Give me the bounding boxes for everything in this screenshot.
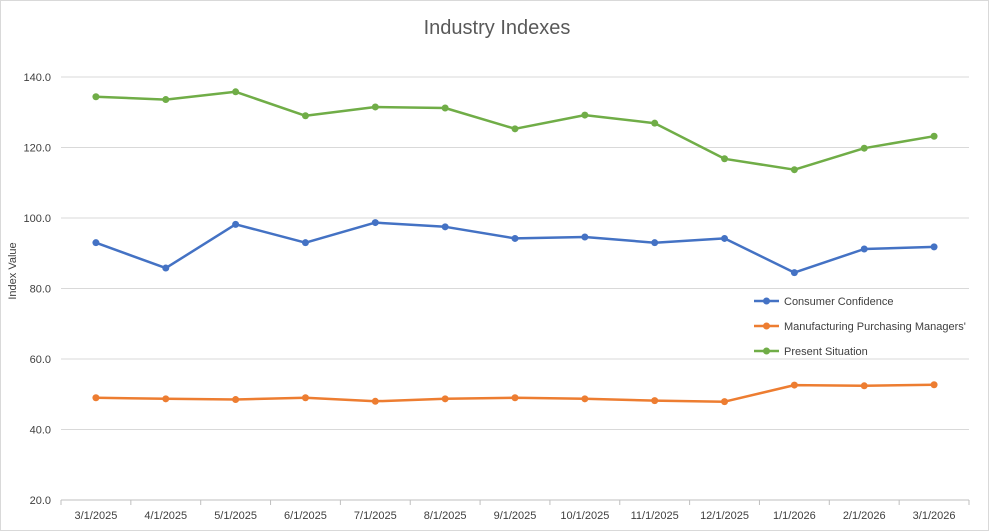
- series-2: [92, 381, 938, 406]
- legend-label: Present Situation: [784, 346, 868, 358]
- legend-label: Manufacturing Purchasing Managers': [784, 321, 966, 333]
- legend-item: Present Situation: [754, 346, 868, 358]
- data-point: [581, 395, 589, 403]
- legend-marker: [763, 322, 770, 330]
- data-point: [441, 104, 449, 112]
- data-point: [930, 381, 938, 389]
- y-axis-title: Index Value: [7, 242, 19, 299]
- x-tick-label: 2/1/2026: [843, 510, 886, 522]
- legend-item: Consumer Confidence: [754, 296, 893, 308]
- data-point: [790, 166, 798, 174]
- gridlines: [61, 76, 969, 430]
- y-tick-label: 20.0: [30, 495, 51, 507]
- data-point: [301, 112, 309, 120]
- data-point: [511, 234, 519, 242]
- data-point: [651, 239, 659, 247]
- data-point: [511, 394, 519, 402]
- data-point: [651, 119, 659, 127]
- x-tick-label: 12/1/2025: [700, 510, 749, 522]
- x-tick-label: 3/1/2025: [75, 510, 118, 522]
- legend-marker: [763, 297, 770, 305]
- data-point: [581, 233, 589, 241]
- x-axis: 3/1/2025 4/1/2025 5/1/2025 6/1/2025 7/1/2025…: [60, 499, 970, 522]
- series-3: [92, 88, 938, 174]
- y-tick-label: 80.0: [30, 284, 51, 296]
- x-tick-label: 7/1/2025: [354, 510, 397, 522]
- data-point: [860, 382, 868, 390]
- x-tick-label: 4/1/2025: [144, 510, 187, 522]
- legend: Consumer Confidence Manufacturing Purchas…: [754, 296, 966, 358]
- y-tick-label: 120.0: [23, 143, 51, 155]
- data-point: [301, 239, 309, 247]
- x-tick-label: 5/1/2025: [214, 510, 257, 522]
- y-tick-label: 40.0: [30, 425, 51, 437]
- data-point: [92, 239, 100, 247]
- x-tick-label: 8/1/2025: [424, 510, 467, 522]
- x-tick-label: 3/1/2026: [913, 510, 956, 522]
- y-tick-label: 100.0: [23, 213, 51, 225]
- data-point: [162, 96, 170, 104]
- x-tick-label: 9/1/2025: [494, 510, 537, 522]
- data-point: [162, 264, 170, 272]
- x-tick-label: 10/1/2025: [560, 510, 609, 522]
- data-point: [511, 125, 519, 133]
- data-point: [162, 395, 170, 403]
- data-point: [860, 144, 868, 152]
- x-tick-label: 6/1/2025: [284, 510, 327, 522]
- data-point: [371, 219, 379, 227]
- legend-marker: [763, 347, 770, 355]
- data-point: [721, 155, 729, 163]
- data-point: [860, 245, 868, 253]
- data-point: [930, 132, 938, 140]
- data-point: [92, 394, 100, 402]
- data-point: [92, 93, 100, 101]
- data-point: [790, 381, 798, 389]
- data-point: [441, 395, 449, 403]
- data-point: [721, 398, 729, 406]
- data-point: [232, 88, 240, 96]
- data-point: [441, 223, 449, 231]
- legend-label: Consumer Confidence: [784, 296, 893, 308]
- y-tick-label: 140.0: [23, 72, 51, 84]
- y-axis: 20.0 40.0 60.0 80.0 100.0 120.0 140.0: [23, 72, 51, 507]
- x-tick-label: 1/1/2026: [773, 510, 816, 522]
- data-point: [232, 220, 240, 228]
- data-point: [581, 111, 589, 119]
- data-point: [651, 397, 659, 405]
- legend-item: Manufacturing Purchasing Managers': [754, 321, 966, 333]
- data-point: [232, 396, 240, 404]
- series-line: [95, 221, 935, 274]
- series-1: [92, 219, 938, 277]
- series: [92, 88, 938, 406]
- x-tick-label: 11/1/2025: [631, 510, 679, 522]
- data-point: [790, 269, 798, 277]
- data-point: [301, 394, 309, 402]
- data-point: [930, 243, 938, 251]
- data-point: [371, 103, 379, 111]
- y-tick-label: 60.0: [30, 354, 51, 366]
- data-point: [721, 234, 729, 242]
- chart-title: Industry Indexes: [424, 17, 571, 39]
- data-point: [371, 397, 379, 405]
